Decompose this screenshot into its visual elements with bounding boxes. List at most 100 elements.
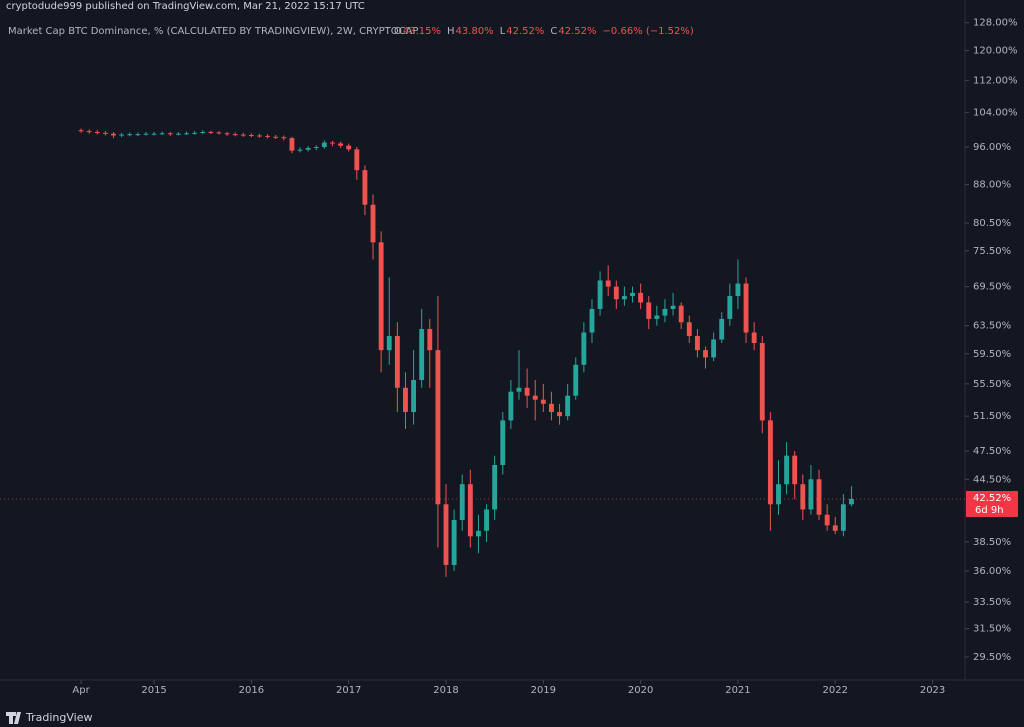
candle-body — [248, 135, 254, 137]
candle — [524, 368, 530, 408]
candle — [330, 140, 335, 147]
candle — [346, 143, 352, 152]
candle — [321, 140, 327, 149]
candle — [776, 460, 781, 515]
y-tick-label: 44.50% — [973, 474, 1011, 485]
candle — [735, 259, 741, 309]
last-price-label: 42.52% — [973, 493, 1011, 504]
publisher: cryptodude999 published on TradingView.c… — [6, 1, 365, 12]
candle — [78, 128, 84, 133]
candle-body — [670, 305, 676, 309]
candle — [500, 411, 506, 475]
candle-body — [613, 286, 619, 300]
candle — [175, 131, 181, 136]
candle — [532, 379, 538, 421]
candle-body — [111, 133, 116, 136]
x-tick-label: 2020 — [628, 685, 653, 696]
candle — [784, 442, 790, 495]
candle — [508, 379, 514, 429]
candle-body — [727, 296, 733, 319]
candle — [613, 280, 619, 309]
candle-body — [386, 335, 392, 351]
candle-body — [654, 315, 660, 319]
candle — [719, 312, 725, 344]
candle-body — [759, 343, 765, 421]
candle-body — [719, 318, 725, 340]
candle-body — [289, 138, 295, 151]
candle-body — [78, 130, 84, 132]
candle — [451, 509, 457, 571]
candle — [224, 131, 230, 136]
candle-body — [711, 339, 717, 358]
y-tick-label: 31.50% — [973, 624, 1011, 635]
candle-body — [86, 131, 92, 133]
footer — [0, 704, 1024, 727]
x-tick-label: 2022 — [823, 685, 848, 696]
candle — [840, 494, 846, 537]
candle — [686, 315, 692, 344]
candle — [849, 486, 854, 507]
candle-body — [135, 134, 141, 136]
candle — [743, 277, 749, 344]
candle-body — [548, 403, 554, 412]
candle-body — [605, 280, 611, 287]
candle — [832, 516, 838, 535]
ohlc-key: O — [394, 26, 402, 37]
candle — [281, 135, 287, 141]
candle — [727, 283, 733, 326]
candle-body — [127, 134, 133, 136]
countdown: 6d 9h — [975, 505, 1004, 516]
candle-body — [792, 455, 798, 485]
y-tick-label: 104.00% — [973, 107, 1018, 118]
candle-body — [102, 132, 108, 134]
candle-body — [516, 387, 522, 392]
candle-body — [540, 399, 546, 404]
candle — [378, 231, 384, 373]
candle — [605, 265, 611, 297]
candle — [557, 403, 562, 425]
candle-body — [492, 464, 498, 510]
y-tick-label: 75.50% — [973, 246, 1011, 257]
candle — [703, 346, 708, 369]
candle-body — [435, 350, 441, 505]
candle — [403, 372, 408, 429]
candle — [800, 474, 806, 521]
candle-body — [767, 420, 773, 505]
candle-body — [411, 379, 417, 412]
candle — [362, 165, 368, 216]
candle-body — [703, 350, 708, 358]
candle-body — [143, 133, 149, 135]
candle — [476, 514, 481, 554]
y-tick-label: 33.50% — [973, 597, 1011, 608]
y-tick-label: 112.00% — [973, 75, 1018, 86]
candle — [597, 271, 603, 316]
candle-body — [370, 204, 376, 243]
candle-body — [484, 509, 489, 531]
brand: TradingView — [25, 711, 92, 724]
candle — [435, 296, 441, 548]
candle — [135, 132, 141, 136]
y-tick-label: 47.50% — [973, 446, 1011, 457]
candle-body — [735, 283, 741, 297]
candle — [492, 455, 498, 521]
y-tick-label: 120.00% — [973, 46, 1018, 57]
candle-body — [686, 322, 692, 336]
candle — [573, 357, 579, 400]
candle-body — [151, 133, 157, 135]
candle-body — [167, 133, 173, 135]
candle — [232, 132, 238, 137]
ohlc-value: 42.52% — [558, 26, 596, 37]
candle-body — [638, 292, 644, 303]
candle — [354, 147, 360, 180]
candle — [184, 131, 189, 136]
candle-body — [184, 133, 189, 135]
chart-title: Market Cap BTC Dominance, % (CALCULATED … — [8, 26, 418, 37]
candle-body — [678, 305, 684, 323]
candle — [808, 464, 814, 515]
candle-body — [257, 135, 262, 137]
candle — [216, 131, 222, 135]
candle — [102, 131, 108, 136]
ohlc-value: 43.80% — [456, 26, 494, 37]
